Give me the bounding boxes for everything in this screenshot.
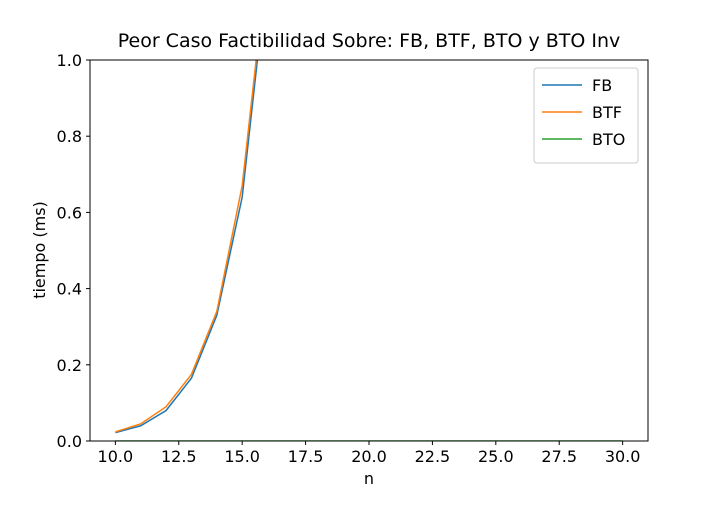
- y-tick-label: 0.6: [57, 203, 82, 222]
- chart-title: Peor Caso Factibilidad Sobre: FB, BTF, B…: [118, 30, 621, 52]
- x-tick-label: 20.0: [351, 447, 387, 466]
- y-axis-label: tiempo (ms): [30, 201, 49, 299]
- x-tick-label: 15.0: [224, 447, 260, 466]
- legend-label: BTO: [592, 130, 625, 149]
- x-tick-label: 25.0: [478, 447, 514, 466]
- plot-area: [115, 60, 623, 441]
- x-tick-label: 30.0: [605, 447, 641, 466]
- y-tick-label: 1.0: [57, 51, 82, 70]
- y-tick-label: 0.4: [57, 280, 82, 299]
- x-tick-label: 12.5: [161, 447, 197, 466]
- series-line: [115, 60, 257, 433]
- y-tick-label: 0.2: [57, 356, 82, 375]
- y-tick-label: 0.8: [57, 127, 82, 146]
- series-line: [115, 60, 259, 434]
- x-tick-label: 17.5: [288, 447, 324, 466]
- legend-label: FB: [592, 76, 612, 95]
- x-tick-label: 27.5: [541, 447, 577, 466]
- x-tick-label: 22.5: [415, 447, 451, 466]
- legend-label: BTF: [592, 103, 622, 122]
- x-tick-label: 10.0: [98, 447, 134, 466]
- y-tick-label: 0.0: [57, 432, 82, 451]
- x-axis-label: n: [364, 469, 374, 488]
